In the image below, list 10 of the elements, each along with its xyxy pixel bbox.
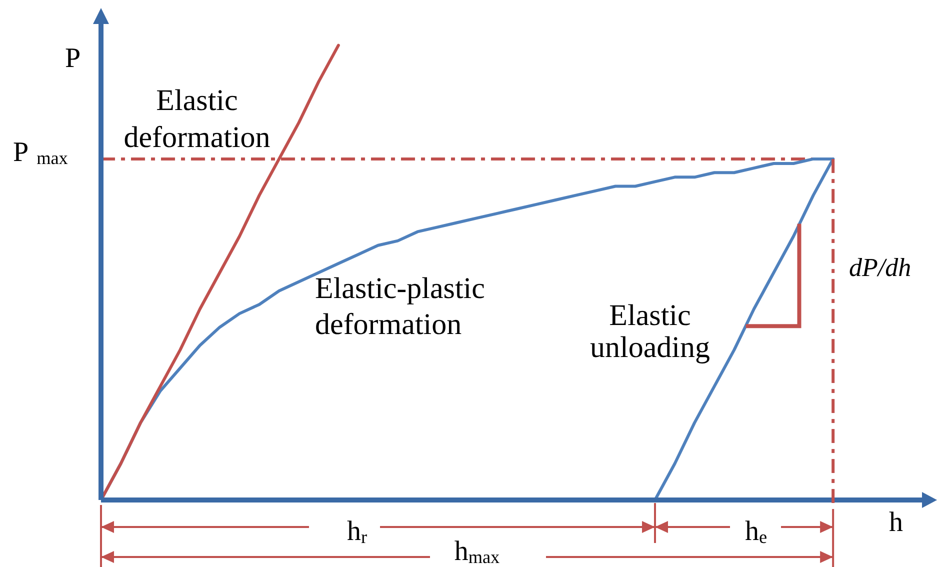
annotation: dP/dh [849,253,912,282]
annotation: Elastic unloading [590,299,710,364]
text: h$_{e}$ [744,516,768,547]
annotation: Elastic-plastic deformation [315,272,485,341]
text: h$_{r}$ [346,516,368,547]
y-axis-title: P [65,43,81,74]
x-axis-title: h [889,507,903,538]
text: h$_{max}$ [454,536,500,567]
ref-line-label: P$_{max}$ [13,136,68,168]
annotation: Elastic deformation [124,84,270,154]
